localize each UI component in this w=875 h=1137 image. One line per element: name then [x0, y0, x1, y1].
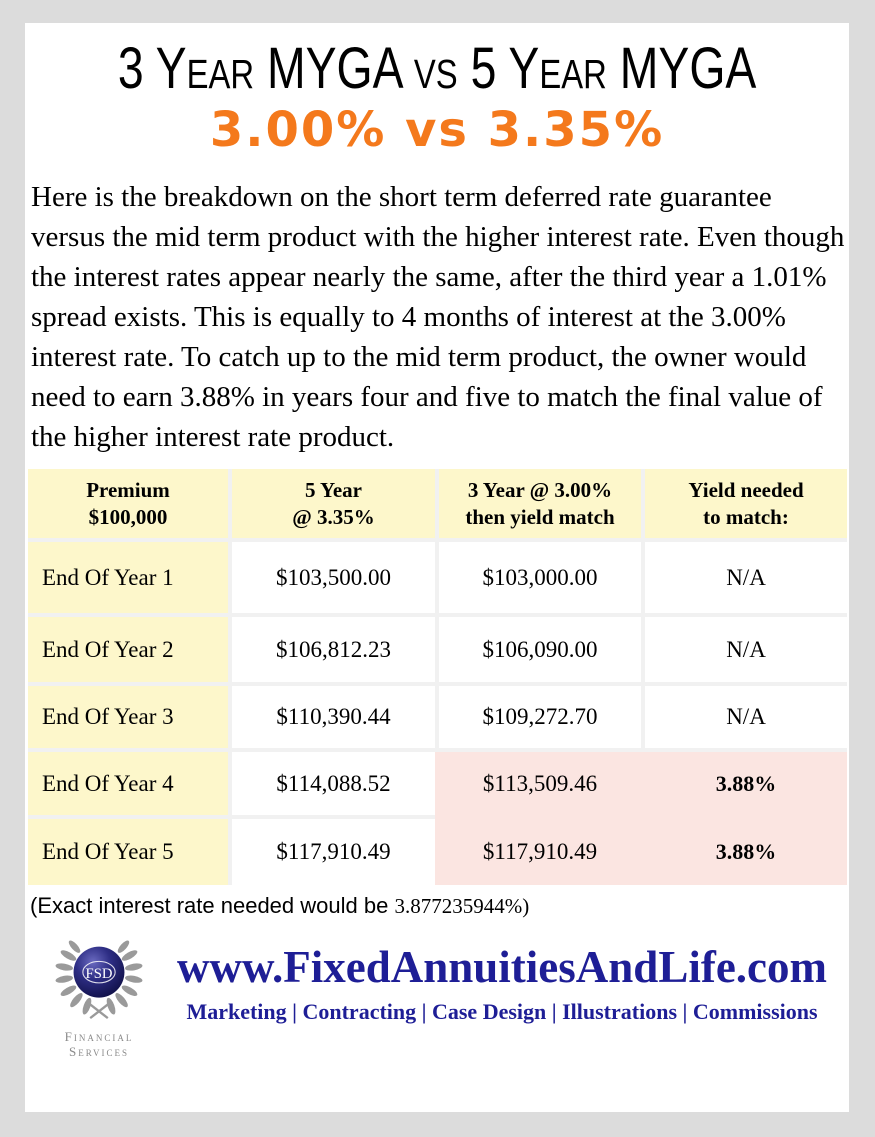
cell-3year-value: $109,272.70: [439, 686, 641, 748]
footnote-prefix: (Exact interest rate needed would be: [30, 893, 395, 918]
header-5year-line1: 5 Year: [305, 477, 362, 502]
intro-paragraph: Here is the breakdown on the short term …: [31, 181, 845, 453]
rate-comparison-subtitle: 3.00% vs 3.35%: [209, 102, 665, 158]
footer-services: Marketing | Contracting | Case Design | …: [186, 999, 818, 1024]
comparison-table: Premium $100,000 5 Year @ 3.35% 3 Year @…: [28, 469, 847, 885]
footnote-rate: 3.877235944%): [394, 894, 530, 918]
document-page: 3 Year MYGA vs 5 Year MYGA 3.00% vs 3.35…: [25, 23, 849, 1112]
logo-name-line1: Financial: [64, 1029, 134, 1044]
header-3year-line2: then yield match: [465, 504, 615, 529]
cell-3year-value: $103,000.00: [439, 542, 641, 613]
highlight-region: [435, 752, 847, 885]
cell-yield-value: 3.88%: [715, 770, 777, 796]
header-cell-premium: Premium $100,000: [28, 469, 228, 538]
footer-right: www.FixedAnnuitiesAndLife.com Marketing …: [155, 932, 849, 1025]
page-title-text: 3 Year MYGA vs 5 Year MYGA: [117, 36, 757, 101]
header-yield-line1: Yield needed: [688, 477, 804, 502]
header-premium-line1: Premium: [86, 477, 170, 502]
logo-monogram: FSD: [86, 966, 113, 982]
cell-5year-value: $117,910.49: [232, 819, 435, 885]
row-label: End Of Year 1: [28, 542, 228, 613]
row-label: End Of Year 3: [28, 686, 228, 748]
exact-rate-footnote: (Exact interest rate needed would be 3.8…: [30, 892, 849, 920]
header-3year-line1: 3 Year @ 3.00%: [467, 477, 613, 502]
row-label: End Of Year 5: [28, 819, 228, 885]
header-premium-line2: $100,000: [88, 504, 168, 529]
cell-3year-value: $113,509.46: [482, 770, 598, 796]
cell-5year-value: $106,812.23: [232, 617, 435, 682]
laurel-wreath-icon: FSD: [55, 940, 143, 1020]
fsd-logo: FSD Financial Services: [43, 932, 155, 1059]
website-url: www.FixedAnnuitiesAndLife.com: [176, 942, 828, 992]
row-label: End Of Year 4: [28, 752, 228, 815]
footer: FSD Financial Services www.FixedAnnuitie…: [25, 932, 849, 1059]
cell-yield-value: N/A: [645, 617, 847, 682]
page-title: 3 Year MYGA vs 5 Year MYGA: [25, 39, 849, 99]
header-yield-line2: to match:: [703, 504, 789, 529]
cell-yield-value: N/A: [645, 686, 847, 748]
logo-name-line2: Services: [68, 1044, 129, 1059]
header-cell-yield: Yield needed to match:: [645, 469, 847, 538]
header-5year-line2: @ 3.35%: [292, 504, 375, 529]
cell-yield-value: N/A: [645, 542, 847, 613]
row-label: End Of Year 2: [28, 617, 228, 682]
header-cell-3year: 3 Year @ 3.00% then yield match: [439, 469, 641, 538]
cell-5year-value: $110,390.44: [232, 686, 435, 748]
cell-3year-value: $117,910.49: [482, 839, 598, 864]
cell-3year-value: $106,090.00: [439, 617, 641, 682]
cell-yield-value: 3.88%: [715, 839, 777, 864]
cell-5year-value: $114,088.52: [232, 752, 435, 815]
header-cell-5year: 5 Year @ 3.35%: [232, 469, 435, 538]
cell-5year-value: $103,500.00: [232, 542, 435, 613]
